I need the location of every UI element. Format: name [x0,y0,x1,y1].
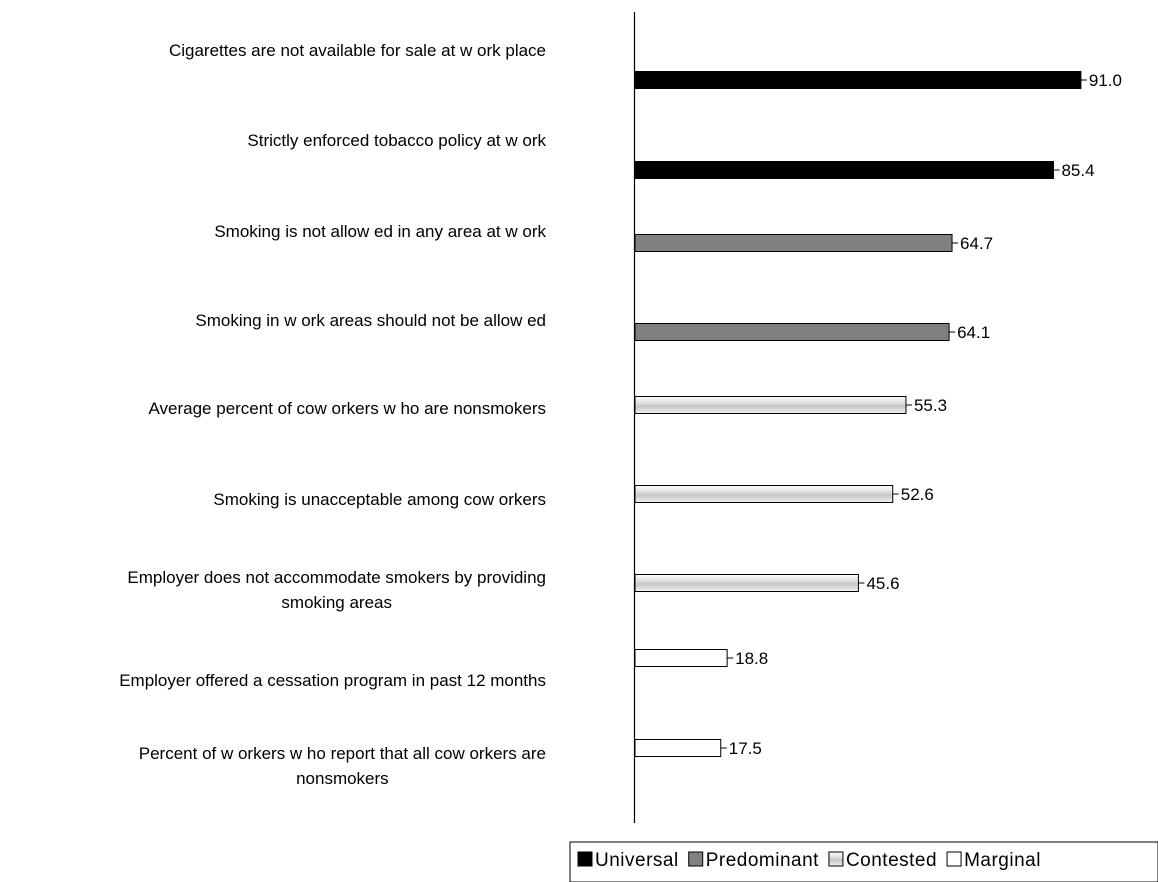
value-label: 91.0 [1089,71,1122,90]
value-label: 64.7 [960,234,993,253]
legend-box [569,841,1158,882]
value-label: 52.6 [901,485,934,504]
bar [634,71,1082,89]
legend-swatch [828,851,844,867]
category-label: Employer offered a cessation program in … [119,671,546,690]
category-label: Average percent of cow orkers w ho are n… [149,399,547,418]
value-label: 64.1 [957,323,990,342]
category-label: Smoking is not allow ed in any area at w… [214,222,546,241]
value-label: 45.6 [866,574,899,593]
legend-swatch [577,851,593,867]
legend-swatch [688,851,704,867]
value-label: 18.8 [735,649,768,668]
category-label: Smoking in w ork areas should not be all… [195,311,546,330]
legend-label: Contested [846,850,937,871]
value-label: 55.3 [914,396,947,415]
category-label: Smoking is unacceptable among cow orkers [213,490,546,509]
category-label: Cigarettes are not available for sale at… [169,41,546,60]
category-label: Strictly enforced tobacco policy at w or… [247,131,546,150]
value-label: 17.5 [729,739,762,758]
legend-label: Predominant [706,850,819,871]
value-label: 85.4 [1061,161,1094,180]
bar [634,234,953,252]
bar [634,161,1054,179]
bar [634,574,859,592]
bar [634,323,950,341]
legend-swatch [946,851,962,867]
legend: Universal Predominant Contested Marginal [569,841,1158,882]
bar [634,649,728,667]
legend-label: Universal [595,850,679,871]
legend-label: Marginal [964,850,1041,871]
bar [634,485,894,503]
category-label: Percent of w orkers w ho report that all… [139,744,546,788]
bar [634,396,907,414]
category-label: Employer does not accommodate smokers by… [127,568,546,612]
bar [634,739,722,757]
